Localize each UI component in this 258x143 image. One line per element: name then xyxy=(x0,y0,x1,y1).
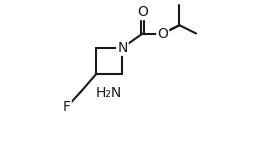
Text: O: O xyxy=(137,5,148,19)
Text: N: N xyxy=(117,41,128,55)
Text: H₂N: H₂N xyxy=(95,86,121,100)
Text: F: F xyxy=(63,100,71,114)
Text: O: O xyxy=(157,26,168,40)
